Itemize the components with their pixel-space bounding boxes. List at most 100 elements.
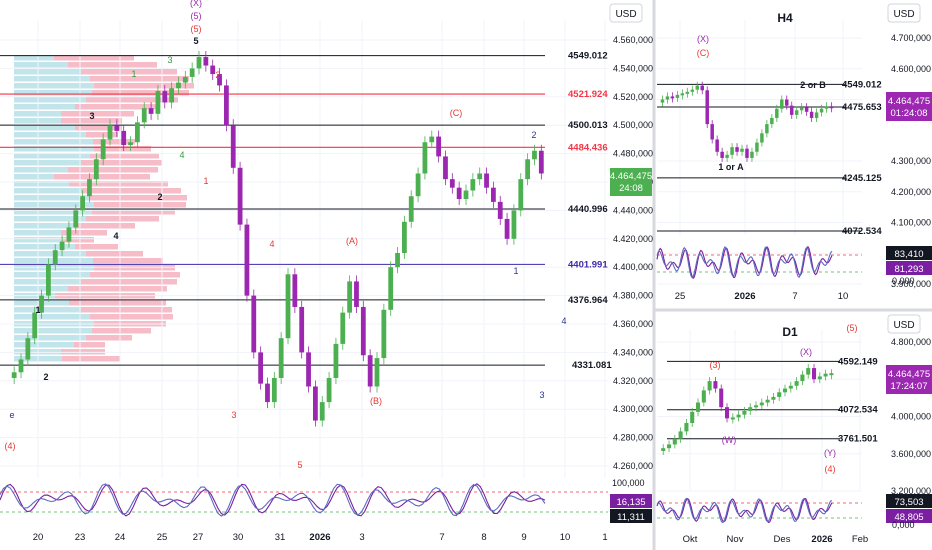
main-x-tick-label: 23: [75, 532, 86, 543]
volume-profile-bar-down: [68, 62, 157, 68]
main-x-tick-label: 24: [115, 532, 126, 543]
main-x-tick-label: 20: [33, 532, 44, 543]
d1-price-badge: 4.464,475 17:24:07: [886, 365, 932, 394]
main-wave-label: 1: [513, 266, 518, 276]
volume-profile-bar-down: [61, 111, 134, 117]
main-x-tick-label: 25: [157, 532, 168, 543]
volume-profile-bar-down: [86, 335, 132, 341]
volume-profile-bar-up: [14, 209, 92, 215]
volume-profile-bar-up: [14, 216, 86, 222]
main-level-label: 4440.996: [568, 204, 608, 215]
main-price-series: [11, 51, 544, 427]
main-price-axis[interactable]: 4.560,000 4.540,000 4.520,000 4.500,000 4.48…: [613, 35, 653, 471]
h4-currency-tag[interactable]: USD: [887, 3, 921, 23]
volume-profile-bar-down: [93, 139, 135, 145]
volume-profile-bar-up: [14, 146, 94, 152]
main-wave-label: 2: [157, 192, 162, 202]
main-wave-label: 1: [35, 305, 40, 315]
volume-profile-bar-down: [94, 83, 194, 89]
h4-x-tick-label: 2026: [734, 291, 755, 302]
d1-x-tick-label: Feb: [852, 534, 868, 545]
d1-wave-label: (X): [800, 347, 812, 357]
d1-level-label: 3761.501: [838, 434, 878, 445]
h4-y-tick-label: 4.100,000: [891, 218, 931, 228]
d1-price-series: [661, 364, 834, 455]
d1-y-tick-label: 4.000,000: [891, 412, 931, 422]
d1-osc-badges: 73,503 48,805 0,000: [886, 494, 932, 530]
volume-profile-bar-down: [75, 223, 135, 229]
h4-time-axis[interactable]: 25 2026 7 10: [675, 291, 849, 302]
main-wave-label: e: [9, 410, 14, 420]
d1-x-tick-label: Des: [774, 534, 791, 545]
volume-profile-bar-down: [81, 69, 177, 75]
volume-profile-bar-down: [61, 230, 107, 236]
main-wave-label: 2: [215, 70, 220, 80]
d1-wave-label: (Y): [824, 448, 836, 458]
volume-profile-bar-up: [14, 174, 54, 180]
main-wave-label: 3: [167, 55, 172, 65]
volume-profile-bar-up: [14, 139, 93, 145]
svg-text:48,805: 48,805: [894, 512, 923, 523]
d1-osc-line-k: [656, 497, 833, 524]
svg-text:73,503: 73,503: [894, 497, 923, 508]
main-x-tick-label: 3: [359, 532, 364, 543]
main-wave-label: 4: [179, 150, 184, 160]
main-level-label: 4500.013: [568, 120, 608, 131]
volume-profile-bar-down: [92, 328, 151, 334]
volume-profile-bar-down: [54, 55, 134, 61]
d1-wave-label: (W): [722, 435, 737, 445]
volume-profile-bar-up: [14, 188, 81, 194]
volume-profile-bar-down: [61, 118, 122, 124]
main-wave-label: 3: [89, 111, 94, 121]
main-y-tick-label: 4.260,000: [613, 461, 653, 471]
main-wave-label: 5: [193, 36, 198, 46]
volume-profile-bar-up: [14, 314, 90, 320]
svg-text:83,410: 83,410: [894, 249, 923, 260]
volume-profile-bar-up: [14, 265, 94, 271]
svg-text:USD: USD: [893, 320, 914, 331]
main-grid: [0, 20, 608, 478]
volume-profile-bar-down: [90, 195, 187, 201]
d1-wave-label: (5): [847, 323, 858, 333]
d1-time-axis[interactable]: Okt Nov Des 2026 Feb: [683, 534, 869, 545]
d1-level-label: 4072.534: [838, 405, 878, 416]
volume-profile-bar-down: [68, 167, 158, 173]
volume-profile-bar-down: [90, 153, 159, 159]
svg-text:81,293: 81,293: [894, 264, 923, 275]
main-wave-label: (A): [346, 236, 358, 246]
h4-level-label: 4549.012: [842, 79, 882, 90]
h4-osc-line-d: [656, 246, 833, 279]
main-y-tick-label: 4.540,000: [613, 63, 653, 73]
d1-y-tick-label: 3.600,000: [891, 449, 931, 459]
volume-profile-bar-up: [14, 328, 92, 334]
svg-text:0,000: 0,000: [892, 520, 915, 530]
volume-profile-bar-down: [93, 258, 163, 264]
main-currency-tag[interactable]: USD: [609, 3, 643, 23]
volume-profile-bar-down: [86, 132, 118, 138]
main-x-tick-label: 31: [275, 532, 286, 543]
svg-text:0,000: 0,000: [892, 276, 915, 286]
d1-currency-tag[interactable]: USD: [887, 314, 921, 334]
main-time-axis[interactable]: 20 23 24 25 27 30 31 2026 3 7 8 9 10 1: [33, 532, 608, 543]
volume-profile-bar-down: [75, 104, 159, 110]
h4-level-label: 4245.125: [842, 173, 882, 184]
svg-text:11,311: 11,311: [617, 512, 645, 523]
main-wave-label: 4: [113, 231, 118, 241]
stochastic-oscillators: [0, 245, 862, 524]
volume-profile-bar-up: [14, 104, 75, 110]
main-level-label: 4549.012: [568, 51, 608, 62]
svg-text:4.464,475: 4.464,475: [610, 171, 652, 182]
d1-x-tick-label: Okt: [683, 534, 698, 545]
main-level-label: 4331.081: [572, 360, 612, 371]
volume-profile-bar-up: [14, 167, 68, 173]
d1-y-tick-label: 4.800,000: [891, 337, 931, 347]
main-wave-label: (5): [191, 11, 202, 21]
main-x-tick-label: 7: [439, 532, 444, 543]
main-level-label: 4401.991: [568, 259, 608, 270]
volume-profile-bar-up: [14, 55, 54, 61]
svg-text:USD: USD: [615, 9, 636, 20]
volume-profile-bar-up: [14, 342, 74, 348]
volume-profile-bar-down: [75, 125, 122, 131]
volume-profile-bar-down: [81, 279, 177, 285]
